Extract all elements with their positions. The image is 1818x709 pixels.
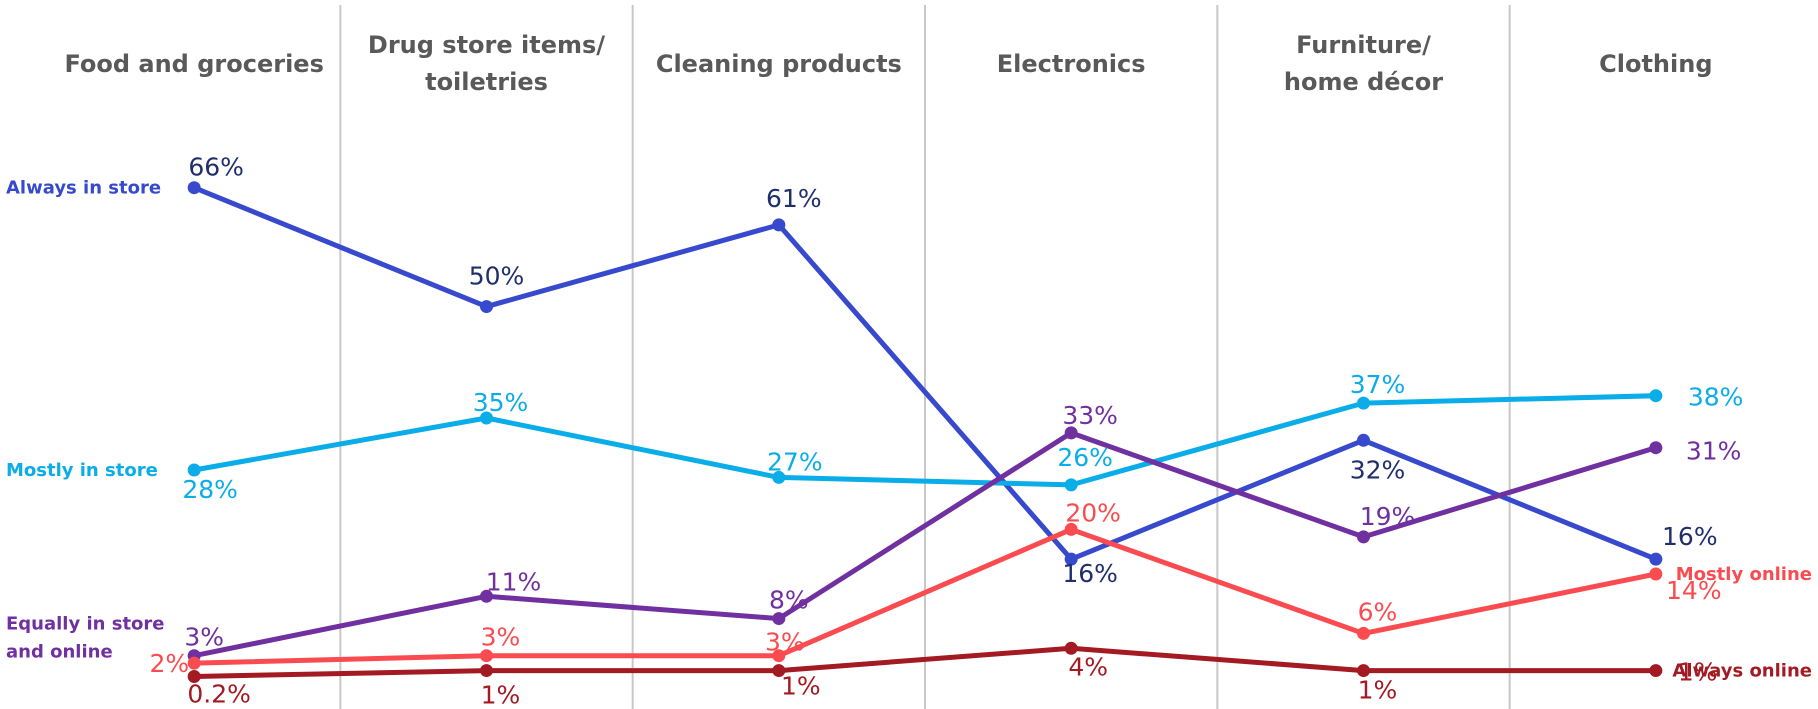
series-name-line: Mostly online bbox=[1676, 564, 1812, 585]
data-point bbox=[1357, 396, 1370, 410]
data-label: 61% bbox=[766, 184, 822, 213]
data-label: 38% bbox=[1688, 383, 1744, 412]
data-point bbox=[1649, 664, 1663, 678]
data-label: 1% bbox=[781, 672, 821, 701]
data-label: 2% bbox=[149, 649, 189, 678]
series-name-line: Equally in store bbox=[6, 614, 165, 635]
series-line bbox=[191, 526, 1659, 666]
category-label: Furniture/home décor bbox=[1284, 31, 1443, 96]
category-label-line: Furniture/ bbox=[1296, 31, 1431, 59]
data-point bbox=[1649, 552, 1663, 566]
category-label: Clothing bbox=[1599, 50, 1712, 78]
category-label-line: Food and groceries bbox=[64, 50, 323, 78]
category-label: Drug store items/toiletries bbox=[368, 31, 605, 96]
series-name-line: Always online bbox=[1672, 661, 1812, 682]
data-point bbox=[1064, 478, 1078, 492]
data-point bbox=[1649, 389, 1663, 403]
series-line bbox=[191, 393, 1659, 488]
data-point bbox=[772, 612, 786, 626]
data-point bbox=[187, 670, 201, 684]
category-label: Food and groceries bbox=[64, 50, 323, 78]
data-point bbox=[187, 656, 201, 670]
data-label: 1% bbox=[1678, 658, 1718, 687]
data-label: 50% bbox=[469, 262, 525, 291]
data-point bbox=[187, 463, 201, 477]
category-label-line: home décor bbox=[1284, 68, 1443, 96]
data-label: 35% bbox=[473, 388, 529, 417]
series-name-label: Always in store bbox=[6, 178, 161, 199]
category-label-line: Electronics bbox=[997, 50, 1146, 78]
data-label: 27% bbox=[767, 447, 823, 476]
data-point bbox=[480, 411, 493, 425]
data-label: 11% bbox=[486, 567, 542, 596]
series-name-label: Mostly online bbox=[1676, 564, 1812, 585]
category-label-line: Clothing bbox=[1599, 50, 1712, 78]
data-label: 1% bbox=[481, 681, 521, 709]
data-label: 4% bbox=[1068, 652, 1108, 681]
data-point bbox=[1064, 552, 1078, 566]
data-label: 66% bbox=[188, 153, 244, 182]
data-point bbox=[772, 470, 786, 484]
category-labels: Food and groceries Drug store items/toile… bbox=[64, 31, 1712, 96]
category-label-line: Drug store items/ bbox=[368, 31, 605, 59]
data-labels: 66% 50% 61% 16% 32% 16% 28% 35% 27% 26% 37% 38% 3% 11… bbox=[149, 153, 1743, 709]
data-point bbox=[1649, 567, 1663, 581]
data-point bbox=[1064, 522, 1078, 536]
grid-lines bbox=[339, 5, 1511, 709]
data-point bbox=[480, 300, 493, 314]
data-label: 19% bbox=[1360, 502, 1416, 531]
data-label: 6% bbox=[1358, 597, 1398, 626]
series-name-line: Mostly in store bbox=[6, 460, 158, 481]
data-label: 8% bbox=[769, 586, 809, 615]
data-label: 16% bbox=[1662, 522, 1718, 551]
category-label: Electronics bbox=[997, 50, 1146, 78]
series-line bbox=[191, 645, 1659, 680]
data-point bbox=[480, 649, 493, 663]
series-name-label: Always online bbox=[1672, 661, 1812, 682]
series-name-label: Equally in store and online bbox=[6, 614, 165, 663]
series-name-label: Mostly in store bbox=[6, 460, 158, 481]
data-point bbox=[772, 664, 786, 678]
data-label: 3% bbox=[184, 623, 224, 652]
data-label: 31% bbox=[1686, 437, 1742, 466]
data-point bbox=[1649, 441, 1663, 455]
data-label: 20% bbox=[1065, 498, 1121, 527]
data-points bbox=[187, 181, 1663, 684]
data-point bbox=[772, 218, 786, 232]
data-point bbox=[772, 649, 786, 663]
data-point bbox=[187, 181, 201, 195]
data-point bbox=[1064, 426, 1078, 440]
category-label: Cleaning products bbox=[656, 50, 902, 78]
data-label: 37% bbox=[1350, 370, 1406, 399]
data-point bbox=[1357, 626, 1370, 640]
series-name-line: Always in store bbox=[6, 178, 161, 199]
data-point bbox=[1357, 433, 1370, 447]
data-label: 0.2% bbox=[187, 680, 251, 709]
data-point bbox=[480, 664, 493, 678]
data-label: 26% bbox=[1057, 443, 1113, 472]
data-label: 16% bbox=[1062, 559, 1118, 588]
category-label-line: toiletries bbox=[425, 68, 548, 96]
data-point bbox=[1357, 664, 1370, 678]
category-label-line: Cleaning products bbox=[656, 50, 902, 78]
series-lines bbox=[191, 185, 1659, 680]
data-point bbox=[480, 589, 493, 603]
series-line bbox=[191, 185, 1659, 562]
data-label: 33% bbox=[1062, 401, 1118, 430]
series-name-line: and online bbox=[6, 642, 113, 663]
series-line bbox=[191, 430, 1659, 659]
data-label: 1% bbox=[1358, 676, 1398, 705]
series-labels: Always in store Mostly in store Equally in… bbox=[6, 178, 1812, 682]
data-label: 14% bbox=[1666, 576, 1722, 605]
data-label: 28% bbox=[182, 475, 238, 504]
data-point bbox=[1064, 641, 1078, 655]
data-point bbox=[1357, 530, 1370, 544]
data-label: 3% bbox=[481, 623, 521, 652]
data-label: 3% bbox=[765, 628, 805, 657]
data-label: 32% bbox=[1350, 455, 1406, 484]
